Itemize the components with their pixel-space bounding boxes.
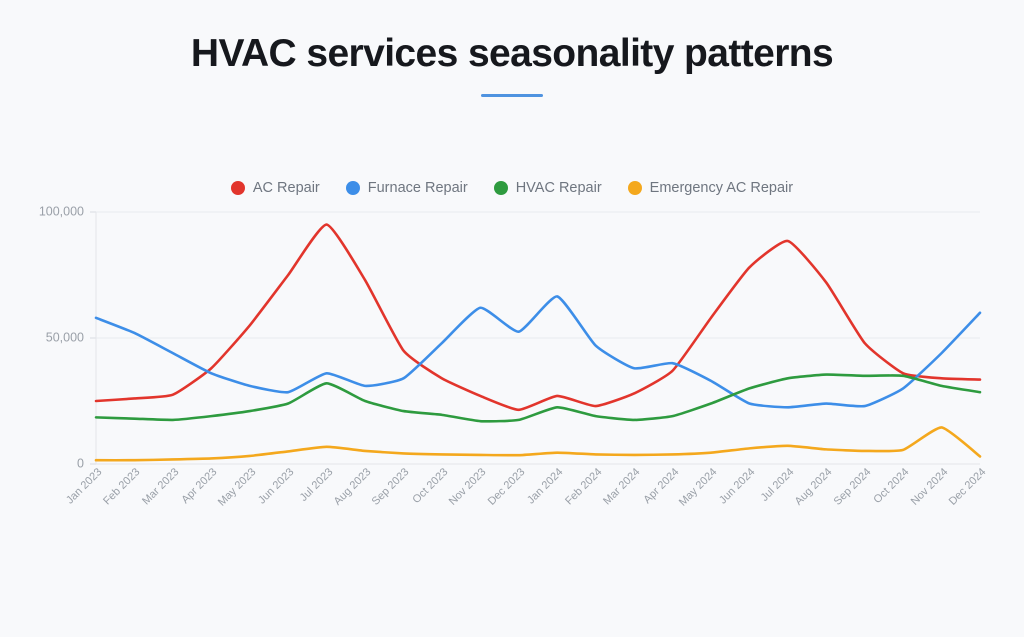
y-tick-label: 100,000 <box>39 204 84 218</box>
legend-item-emergency-ac-repair[interactable]: Emergency AC Repair <box>627 180 794 196</box>
y-tick-label: 50,000 <box>46 330 84 344</box>
title-underline-accent <box>481 94 543 97</box>
x-tick-label: Aug 2024 <box>792 466 835 508</box>
x-tick-label: May 2024 <box>676 466 720 509</box>
x-tick-label: May 2023 <box>215 466 259 509</box>
legend-item-label: Furnace Repair <box>367 180 468 196</box>
chart-header: HVAC services seasonality patterns <box>0 30 1024 97</box>
plot-area: 0 50,000 100,000 <box>0 200 1024 490</box>
legend-swatch-icon <box>230 181 245 195</box>
x-tick-label: Jan 2023 <box>63 466 105 507</box>
x-tick-label: Apr 2023 <box>179 466 220 507</box>
x-tick-label: Nov 2024 <box>908 466 951 508</box>
x-tick-label: Sep 2024 <box>831 466 874 508</box>
series-line-emergency-ac-repair <box>94 426 982 462</box>
x-tick-label: Apr 2024 <box>640 466 682 507</box>
series-line-furnace-repair <box>94 295 982 409</box>
chart-legend: AC Repair Furnace Repair HVAC Repair Emerge… <box>0 180 1024 196</box>
x-tick-label: Dec 2023 <box>485 466 528 508</box>
x-tick-label: Nov 2023 <box>447 466 489 508</box>
legend-swatch-icon <box>627 181 642 195</box>
x-tick-label: Mar 2024 <box>601 466 643 508</box>
y-tick-label: 0 <box>77 456 84 470</box>
x-tick-label: Jul 2023 <box>297 466 336 504</box>
legend-item-label: AC Repair <box>252 180 320 196</box>
x-axis-labels: Jan 2023 Feb 2023 Mar 2023 Apr 2023 May 2023… <box>0 466 1024 546</box>
x-tick-label: Dec 2024 <box>946 466 989 508</box>
legend-item-furnace-repair[interactable]: Furnace Repair <box>345 180 468 196</box>
x-tick-label: Mar 2023 <box>139 466 182 508</box>
x-tick-label: Feb 2024 <box>562 466 605 508</box>
legend-swatch-icon <box>345 181 360 195</box>
x-tick-label: Sep 2023 <box>370 466 412 508</box>
legend-item-hvac-repair[interactable]: HVAC Repair <box>493 180 602 196</box>
line-chart-svg: 0 50,000 100,000 <box>39 204 982 470</box>
legend-item-label: Emergency AC Repair <box>649 180 794 196</box>
x-tick-label: Jun 2024 <box>717 466 758 507</box>
page-title: HVAC services seasonality patterns <box>190 32 834 75</box>
series-line-hvac-repair <box>94 373 982 423</box>
series-line-ac-repair <box>94 223 982 412</box>
x-tick-label: Oct 2024 <box>871 466 912 507</box>
legend-item-label: HVAC Repair <box>515 180 602 196</box>
legend-swatch-icon <box>493 181 508 195</box>
legend-item-ac-repair[interactable]: AC Repair <box>230 180 320 196</box>
x-tick-label: Oct 2023 <box>410 466 451 507</box>
x-tick-label: Jun 2023 <box>256 466 297 507</box>
x-tick-label: Jul 2024 <box>758 466 797 504</box>
x-tick-label: Jan 2024 <box>525 466 566 507</box>
x-tick-label: Feb 2023 <box>101 466 143 508</box>
x-tick-label: Aug 2023 <box>331 466 374 508</box>
